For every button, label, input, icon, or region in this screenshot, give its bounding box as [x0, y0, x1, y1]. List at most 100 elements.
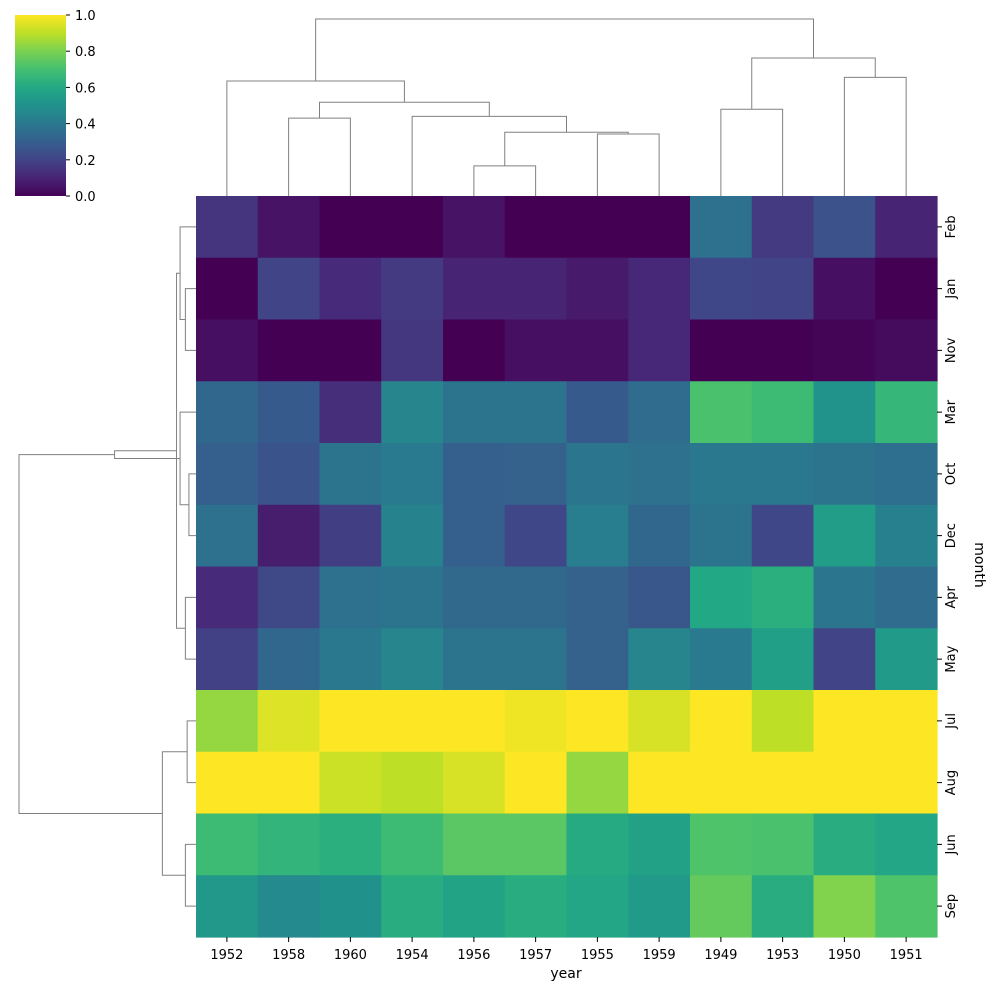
heatmap-cell	[196, 319, 259, 382]
row-dendrogram	[18, 226, 196, 907]
heatmap-cell	[257, 566, 321, 629]
x-tick-label: 1954	[396, 948, 429, 963]
heatmap-cell	[628, 381, 691, 444]
heatmap-cell	[875, 628, 938, 691]
heatmap-cell	[196, 443, 259, 506]
column-dendrogram	[226, 18, 907, 196]
x-tick-label: 1960	[334, 948, 367, 963]
heatmap-cell	[257, 257, 321, 321]
heatmap-cell	[751, 628, 815, 691]
y-tick-label: Jun	[944, 834, 959, 855]
colorbar-bar	[15, 15, 66, 196]
heatmap-cell	[443, 566, 506, 629]
heatmap-cell	[813, 196, 876, 259]
heatmap-cell	[813, 319, 876, 382]
heatmap-cell	[443, 381, 506, 444]
heatmap-cell	[443, 504, 506, 568]
colorbar-tick-label: 0.6	[75, 81, 96, 96]
dendrogram-link	[288, 117, 351, 196]
heatmap-cell	[319, 628, 382, 691]
heatmap-cell	[319, 319, 382, 382]
x-tick-label: 1958	[272, 948, 305, 963]
heatmap-cell	[257, 504, 321, 568]
dendrogram-link	[179, 226, 196, 320]
heatmap-cell	[628, 196, 691, 259]
heatmap-cell	[628, 257, 691, 321]
heatmap-cell	[690, 751, 753, 815]
heatmap-cell	[257, 628, 321, 691]
heatmap-cell	[813, 257, 876, 321]
dendrogram-link	[184, 843, 196, 907]
heatmap-cell	[875, 566, 938, 629]
colorbar-tick-label: 0.8	[75, 45, 96, 60]
dendrogram-link	[161, 751, 188, 876]
dendrogram-link	[720, 108, 784, 196]
heatmap-cell	[813, 504, 876, 568]
dendrogram-link	[473, 165, 537, 196]
heatmap-cell	[875, 381, 938, 444]
heatmap-cell	[381, 566, 444, 629]
heatmap-cell	[813, 690, 876, 753]
dendrogram-link	[179, 411, 196, 506]
heatmap-cell	[381, 443, 444, 506]
heatmap-cell	[443, 875, 506, 938]
heatmap-cell	[504, 628, 568, 691]
heatmap-cell	[504, 566, 568, 629]
heatmap-cell	[813, 381, 876, 444]
colorbar-tick-label: 1.0	[75, 9, 96, 24]
heatmap-cell	[504, 257, 568, 321]
heatmap-cell	[504, 443, 568, 506]
heatmap-cell	[196, 875, 259, 938]
heatmap-cell	[196, 257, 259, 321]
heatmap-cell	[751, 381, 815, 444]
y-tick-label: Jul	[944, 713, 959, 730]
dendrogram-link	[315, 18, 814, 81]
heatmap-cell	[319, 504, 382, 568]
heatmap-cell	[381, 257, 444, 321]
y-axis: month Feb Jan Nov Mar Oct Dec Apr May Jul Aug Jun S…	[937, 215, 987, 918]
dendrogram-link	[596, 133, 660, 196]
heatmap-cell	[196, 381, 259, 444]
heatmap-cell	[690, 257, 753, 321]
heatmap-cell	[875, 504, 938, 568]
y-axis-label: month	[971, 542, 987, 587]
heatmap-cell	[196, 751, 259, 815]
heatmap-cell	[319, 751, 382, 815]
heatmap-cell	[319, 257, 382, 321]
heatmap-cell	[566, 813, 629, 876]
heatmap-cell	[690, 628, 753, 691]
y-tick-label: Dec	[944, 523, 959, 548]
heatmap-cell	[196, 566, 259, 629]
heatmap-cell	[381, 628, 444, 691]
heatmap-cell	[751, 319, 815, 382]
heatmap-cell	[257, 319, 321, 382]
heatmap-cell	[566, 628, 629, 691]
heatmap-cell	[381, 196, 444, 259]
heatmap-cell	[443, 319, 506, 382]
dendrogram-link	[184, 596, 196, 660]
heatmap-cell	[813, 875, 876, 938]
heatmap-cell	[196, 628, 259, 691]
heatmap-cell	[443, 628, 506, 691]
x-tick-label: 1950	[828, 948, 861, 963]
dendrogram-link	[188, 473, 196, 537]
heatmap-cell	[566, 381, 629, 444]
heatmap-cell	[875, 690, 938, 753]
dendrogram-link	[504, 131, 629, 166]
heatmap-cell	[751, 875, 815, 938]
heatmap-cell	[381, 690, 444, 753]
y-tick-label: Aug	[944, 770, 959, 795]
heatmap-cell	[504, 196, 568, 259]
heatmap-cell	[196, 196, 259, 259]
heatmap-cell	[319, 381, 382, 444]
heatmap-cell	[813, 566, 876, 629]
x-axis: year 1952 1958 1960 1954 1956 1957 1955 1959 194…	[210, 937, 923, 982]
heatmap-cell	[690, 443, 753, 506]
heatmap-cell	[690, 566, 753, 629]
heatmap-cell	[751, 813, 815, 876]
heatmap-cell	[566, 751, 629, 815]
x-tick-label: 1949	[704, 948, 737, 963]
heatmap-cell	[566, 566, 629, 629]
heatmap-cell	[319, 813, 382, 876]
